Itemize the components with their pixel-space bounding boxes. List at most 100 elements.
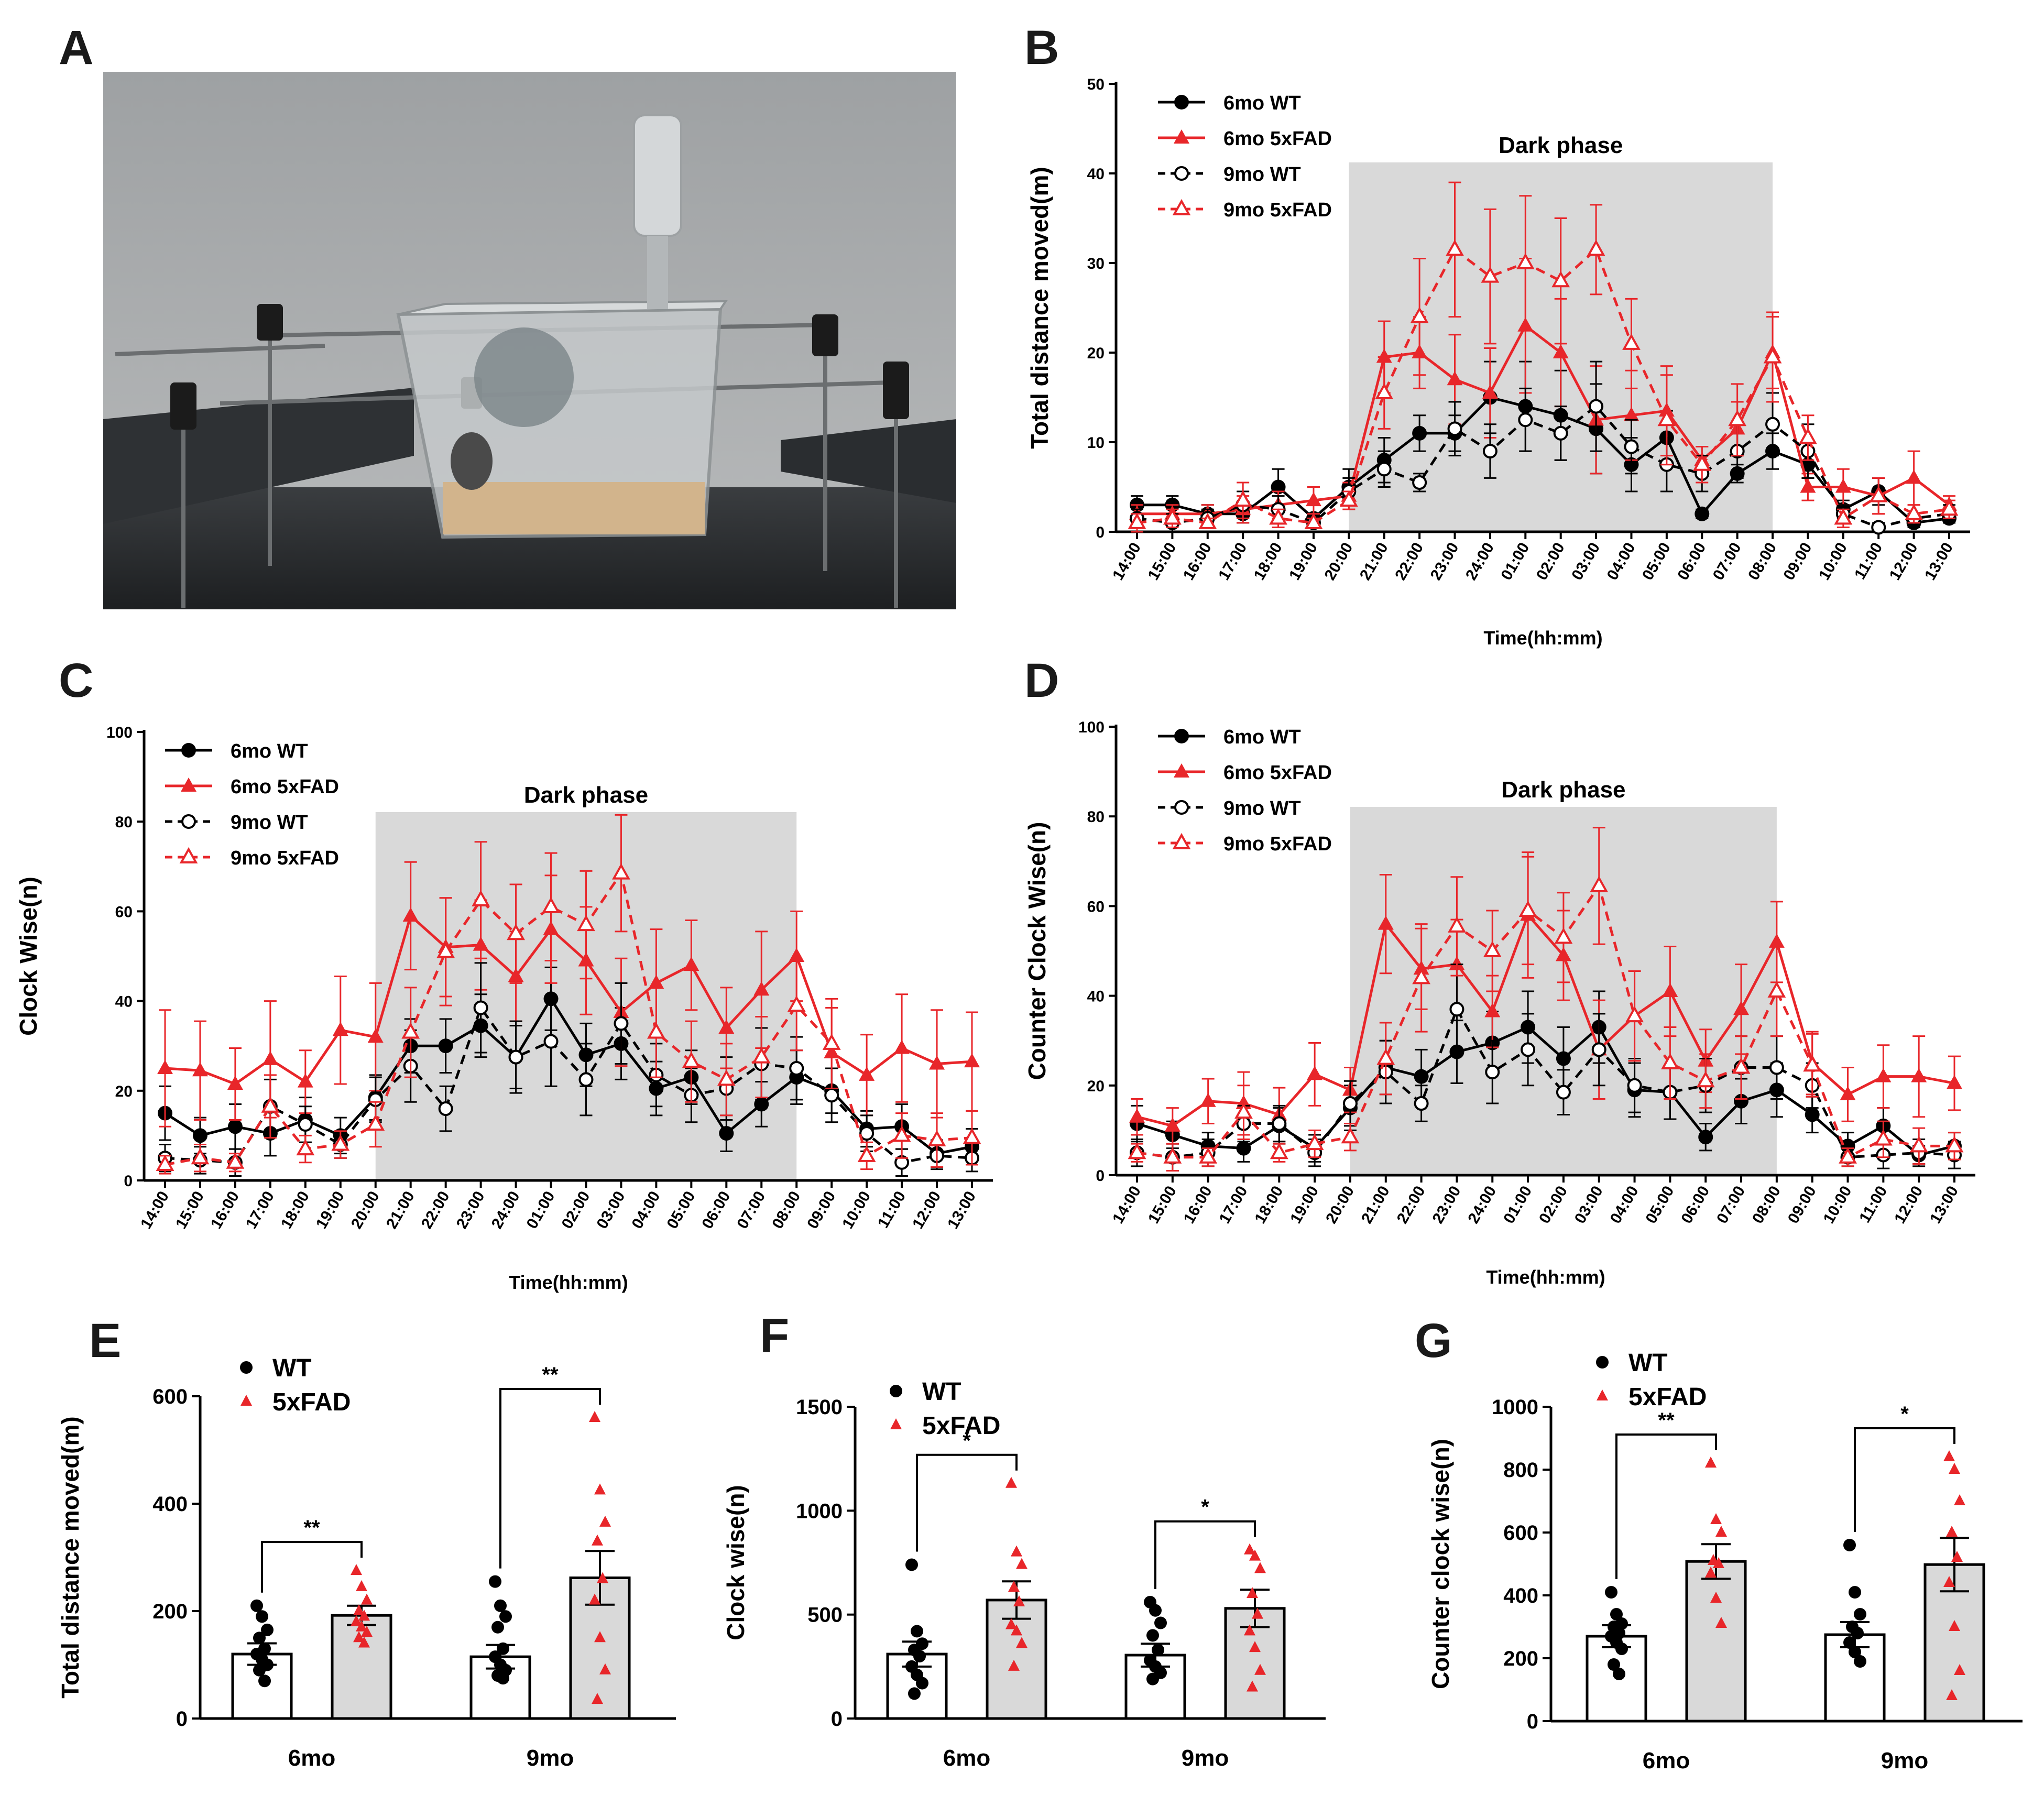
significance-stars: * bbox=[963, 1429, 971, 1452]
legend-label: WT bbox=[1628, 1349, 1668, 1377]
x-tick-label: 24:00 bbox=[1462, 540, 1498, 583]
data-point-wt9 bbox=[859, 1126, 875, 1141]
data-point-wt9 bbox=[1624, 439, 1639, 454]
data-point-fad9 bbox=[436, 942, 455, 958]
data-point-wt bbox=[1608, 1658, 1620, 1671]
y-tick-label: 400 bbox=[152, 1493, 188, 1516]
data-point-wt bbox=[489, 1575, 501, 1588]
panel-d-chart: Dark phase 0 20 40 60 80 100 14:00 15:00 16:00 17:… bbox=[1023, 719, 1975, 1288]
y-tick-label: 80 bbox=[1087, 808, 1105, 826]
x-tick-label: 20:00 bbox=[1322, 1183, 1358, 1227]
data-point-fad6 bbox=[1835, 478, 1851, 493]
legend-marker-wt6 bbox=[181, 743, 196, 758]
data-point-fad9 bbox=[927, 1130, 946, 1146]
data-point-wt bbox=[905, 1558, 918, 1571]
data-point-wt9 bbox=[614, 1016, 629, 1031]
data-point-5xfad bbox=[1247, 1587, 1258, 1598]
data-point-wt bbox=[250, 1599, 263, 1612]
data-point-5xfad bbox=[351, 1564, 362, 1575]
data-point-fad9 bbox=[1763, 347, 1782, 364]
data-point-wt bbox=[261, 1623, 274, 1636]
data-point-fad6 bbox=[1378, 915, 1394, 930]
data-point-5xfad bbox=[1254, 1562, 1266, 1573]
y-tick-label: 30 bbox=[1087, 255, 1105, 272]
data-point-wt bbox=[911, 1625, 923, 1638]
x-tick-label: 07:00 bbox=[1713, 1183, 1748, 1227]
legend-label: 6mo WT bbox=[231, 740, 308, 762]
x-tick-label: 05:00 bbox=[1639, 540, 1674, 583]
dark-phase-label: Dark phase bbox=[1501, 777, 1625, 803]
y-tick-label: 40 bbox=[1087, 988, 1105, 1005]
legend-marker-5xfad bbox=[1597, 1389, 1608, 1400]
dark-phase-label: Dark phase bbox=[524, 782, 648, 808]
x-tick-label: 03:00 bbox=[1568, 540, 1603, 583]
data-point-fad9 bbox=[1869, 486, 1888, 502]
y-tick-label: 50 bbox=[1087, 76, 1105, 93]
data-point-fad9 bbox=[542, 896, 560, 913]
panel-a-photo bbox=[103, 72, 956, 609]
x-axis-title: Time(hh:mm) bbox=[1483, 627, 1602, 649]
data-point-fad9 bbox=[401, 1022, 420, 1039]
x-tick-label: 06:00 bbox=[1678, 1183, 1713, 1227]
data-point-wt6 bbox=[719, 1126, 734, 1141]
legend-label: WT bbox=[922, 1378, 961, 1406]
y-tick-label: 200 bbox=[1503, 1647, 1538, 1670]
x-tick-label: 22:00 bbox=[1392, 540, 1427, 583]
data-point-fad9 bbox=[1270, 1143, 1288, 1159]
data-point-wt6 bbox=[1734, 1093, 1749, 1109]
data-point-wt6 bbox=[1556, 1051, 1571, 1066]
data-point-wt9 bbox=[508, 1049, 523, 1065]
legend-marker-fad9 bbox=[1172, 833, 1191, 849]
data-point-fad9 bbox=[331, 1134, 350, 1151]
data-point-fad9 bbox=[1728, 410, 1747, 426]
y-tick-label: 0 bbox=[1096, 1167, 1105, 1185]
data-point-fad9 bbox=[892, 1125, 911, 1142]
data-point-fad9 bbox=[1199, 1147, 1218, 1164]
x-tick-label: 12:00 bbox=[1886, 540, 1921, 583]
x-tick-label: 19:00 bbox=[1287, 1183, 1322, 1227]
data-point-fad9 bbox=[1732, 1057, 1751, 1074]
x-tick-label: 02:00 bbox=[1533, 540, 1568, 583]
data-point-fad6 bbox=[1906, 469, 1922, 484]
data-point-wt bbox=[908, 1687, 921, 1700]
data-point-fad6 bbox=[1875, 1068, 1892, 1082]
dark-phase-label: Dark phase bbox=[1499, 133, 1623, 158]
data-point-wt bbox=[1154, 1616, 1167, 1629]
data-point-fad6 bbox=[1947, 1075, 1962, 1089]
panel-c-chart: Dark phase 0 20 40 60 80 100 14:00 15:00 16:00 17:… bbox=[15, 724, 993, 1293]
data-point-fad9 bbox=[1625, 1006, 1644, 1023]
x-tick-label: 13:00 bbox=[1921, 540, 1956, 583]
data-point-fad6 bbox=[1164, 1117, 1181, 1132]
data-point-fad6 bbox=[1305, 492, 1321, 507]
data-point-fad9 bbox=[1909, 1136, 1928, 1153]
data-point-5xfad bbox=[1705, 1567, 1717, 1578]
series-line-fad9 bbox=[1136, 883, 1954, 1159]
x-tick-label: 16:00 bbox=[1180, 540, 1215, 583]
data-point-fad6 bbox=[1129, 1108, 1145, 1123]
x-tick-label: 18:00 bbox=[1251, 1183, 1286, 1227]
significance-stars: ** bbox=[1658, 1409, 1675, 1432]
data-point-wt6 bbox=[1271, 479, 1286, 495]
x-tick-label: 19:00 bbox=[1286, 540, 1321, 583]
panel-letter-a: A bbox=[59, 21, 93, 74]
data-point-5xfad bbox=[1008, 1581, 1020, 1592]
data-point-5xfad bbox=[1710, 1592, 1722, 1603]
x-tick-label: 08:00 bbox=[769, 1188, 804, 1232]
data-point-fad9 bbox=[1696, 1071, 1715, 1088]
y-tick-label: 80 bbox=[115, 814, 133, 831]
data-point-fad6 bbox=[1623, 407, 1639, 421]
data-point-fad9 bbox=[1551, 271, 1570, 288]
data-point-fad9 bbox=[1233, 490, 1252, 507]
legend-label: 9mo WT bbox=[1223, 797, 1301, 819]
data-point-5xfad bbox=[1005, 1476, 1017, 1488]
data-point-wt9 bbox=[1482, 444, 1498, 459]
panel-letter-c: C bbox=[59, 654, 93, 707]
y-tick-label: 20 bbox=[1087, 1078, 1105, 1095]
data-point-fad6 bbox=[894, 1039, 910, 1054]
data-point-fad9 bbox=[191, 1148, 210, 1165]
data-point-wt9 bbox=[298, 1117, 313, 1132]
y-tick-label: 800 bbox=[1503, 1459, 1538, 1482]
data-point-wt bbox=[494, 1599, 507, 1612]
data-point-fad9 bbox=[1518, 900, 1537, 917]
